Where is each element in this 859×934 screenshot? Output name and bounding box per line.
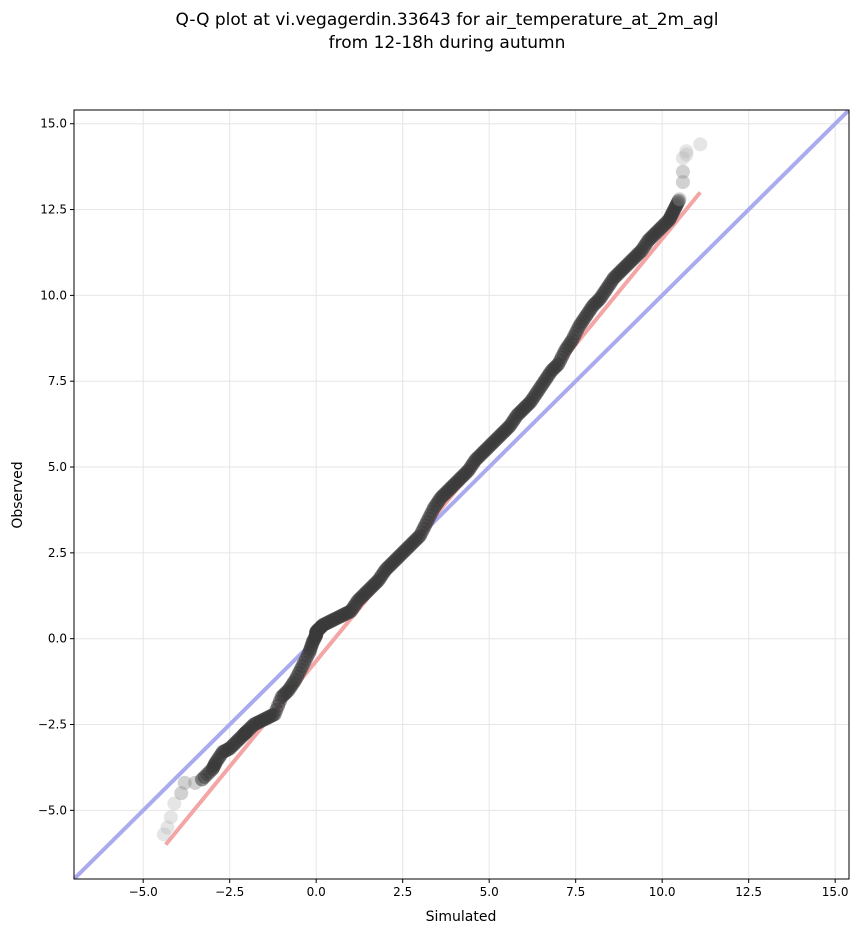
quantile-point [672,192,687,207]
quantile-point [671,193,686,208]
y-tick-label: 5.0 [48,460,67,474]
y-tick-label: 10.0 [40,288,67,302]
plot-frame [73,109,850,880]
quantile-point [167,796,182,811]
x-tick-label: −2.5 [215,885,244,899]
y-tick-label: −2.5 [38,718,67,732]
x-tick-label: 15.0 [822,885,849,899]
quantile-point [679,147,694,162]
y-axis-ticks: −5.0 −2.5 0.0 2.5 5.0 7.5 10.0 12.5 15.0 [38,117,74,817]
y-tick-label: 2.5 [48,546,67,560]
x-tick-label: 7.5 [566,885,585,899]
quantile-point [693,137,708,152]
x-axis-ticks: −5.0 −2.5 0.0 2.5 5.0 7.5 10.0 12.5 15.0 [129,879,849,899]
identity-reference-line [74,110,849,879]
x-tick-label: 12.5 [735,885,762,899]
x-tick-label: 5.0 [480,885,499,899]
y-tick-label: 7.5 [48,374,67,388]
y-tick-label: −5.0 [38,803,67,817]
y-tick-label: 0.0 [48,632,67,646]
quantile-point [156,827,171,842]
x-tick-label: 0.0 [307,885,326,899]
grid-lines [74,110,849,879]
quantile-point [675,164,690,179]
quantile-points [156,137,708,842]
x-tick-label: −5.0 [129,885,158,899]
quantile-point [160,820,175,835]
quantile-point [675,151,690,166]
quantile-point [675,175,690,190]
quantile-point [679,144,694,159]
quantile-point [174,786,189,801]
y-tick-label: 12.5 [40,203,67,217]
quantile-point [163,810,178,825]
x-tick-label: 2.5 [393,885,412,899]
quantile-point [177,775,192,790]
x-tick-label: 10.0 [649,885,676,899]
x-axis-label: Simulated [426,909,497,925]
y-tick-label: 15.0 [40,117,67,131]
chart-title-line-2: from 12-18h during autumn [329,33,566,53]
chart-title-line-1: Q-Q plot at vi.vegagerdin.33643 for air_… [175,10,718,30]
y-axis-label: Observed [10,461,26,528]
